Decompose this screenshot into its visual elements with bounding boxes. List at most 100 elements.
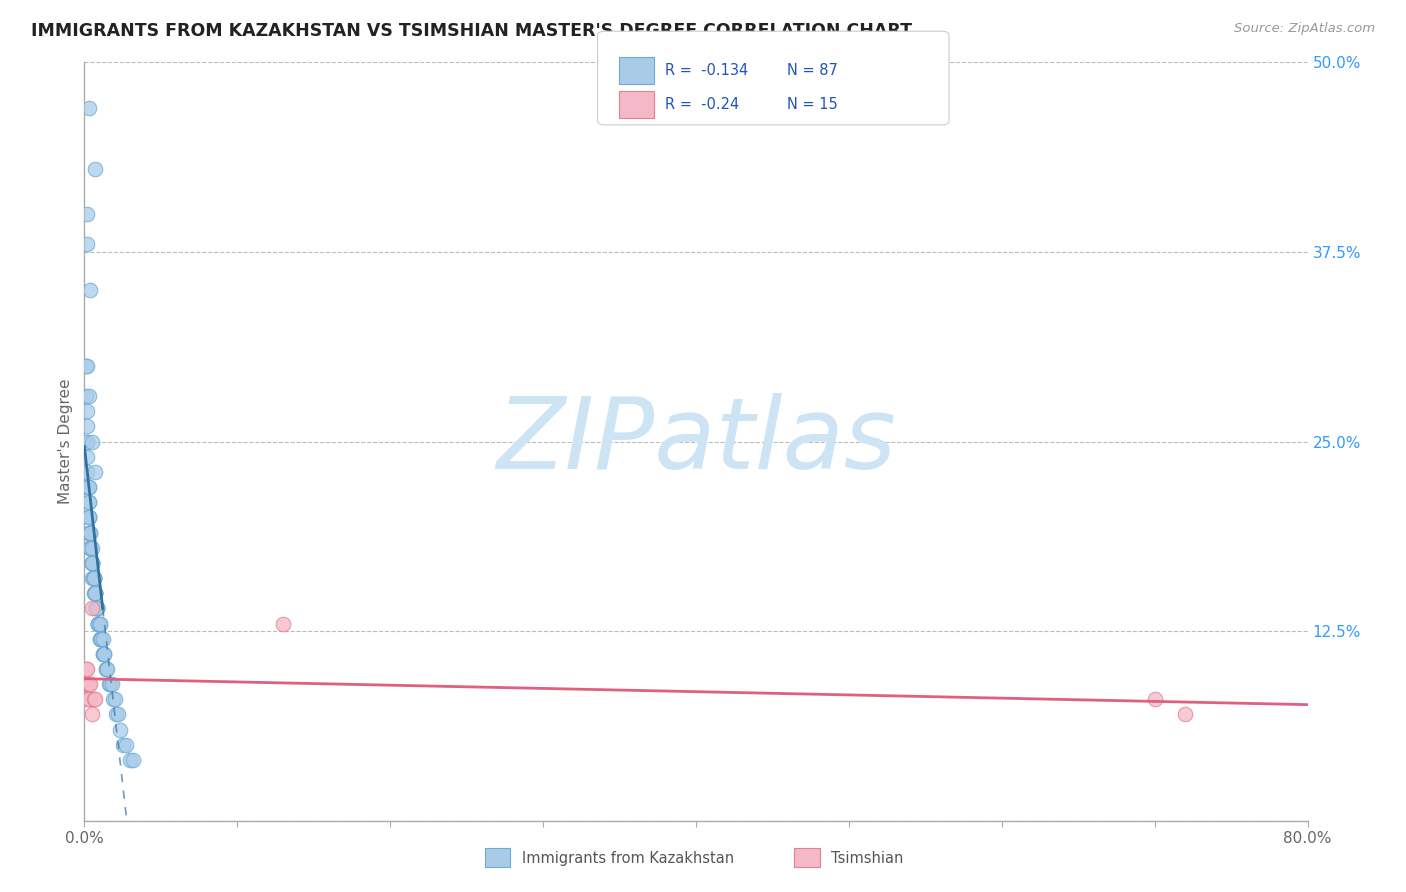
Point — [86, 601, 108, 615]
Point — [83, 571, 105, 585]
Point — [76, 677, 98, 691]
Text: ZIPatlas: ZIPatlas — [496, 393, 896, 490]
Point — [87, 616, 110, 631]
Point — [80, 707, 103, 722]
Point — [84, 586, 107, 600]
Point — [77, 677, 100, 691]
Point — [86, 601, 108, 615]
Point — [86, 601, 108, 615]
Point — [83, 571, 105, 585]
Point — [83, 571, 105, 585]
Point — [77, 510, 100, 524]
Point — [77, 480, 100, 494]
Point — [76, 450, 98, 464]
Point — [80, 571, 103, 585]
Point — [94, 662, 117, 676]
Point — [76, 207, 98, 221]
Point — [75, 389, 97, 403]
Point — [79, 677, 101, 691]
Point — [86, 601, 108, 615]
Point — [80, 601, 103, 615]
Point — [83, 571, 105, 585]
Text: IMMIGRANTS FROM KAZAKHSTAN VS TSIMSHIAN MASTER'S DEGREE CORRELATION CHART: IMMIGRANTS FROM KAZAKHSTAN VS TSIMSHIAN … — [31, 22, 912, 40]
Point — [77, 525, 100, 540]
Point — [89, 632, 111, 646]
Y-axis label: Master's Degree: Master's Degree — [58, 379, 73, 504]
Point — [83, 586, 105, 600]
Point — [79, 541, 101, 555]
Point — [98, 677, 121, 691]
Point — [77, 495, 100, 509]
Point — [89, 616, 111, 631]
Point — [83, 571, 105, 585]
Point — [79, 541, 101, 555]
Point — [97, 677, 120, 691]
Point — [94, 662, 117, 676]
Point — [76, 692, 98, 706]
Point — [76, 419, 98, 434]
Point — [105, 707, 128, 722]
Point — [77, 480, 100, 494]
Point — [80, 556, 103, 570]
Point — [93, 647, 115, 661]
Point — [77, 101, 100, 115]
Point — [103, 692, 125, 706]
Point — [111, 738, 134, 752]
Text: R =  -0.24: R = -0.24 — [665, 96, 740, 112]
Point — [84, 465, 107, 479]
Point — [89, 616, 111, 631]
Point — [79, 525, 101, 540]
Text: N = 15: N = 15 — [787, 96, 838, 112]
Point — [91, 647, 114, 661]
Point — [76, 434, 98, 449]
Point — [79, 525, 101, 540]
Point — [79, 283, 101, 297]
Point — [84, 586, 107, 600]
Point — [122, 753, 145, 767]
Point — [1174, 707, 1197, 722]
Point — [84, 692, 107, 706]
Point — [80, 556, 103, 570]
Point — [75, 359, 97, 373]
Point — [77, 510, 100, 524]
Point — [79, 541, 101, 555]
Point — [80, 556, 103, 570]
Point — [89, 632, 111, 646]
Point — [76, 480, 98, 494]
Point — [76, 662, 98, 676]
Point — [87, 616, 110, 631]
Point — [76, 359, 98, 373]
Point — [76, 237, 98, 252]
Point — [80, 434, 103, 449]
Point — [87, 616, 110, 631]
Text: N = 87: N = 87 — [787, 62, 838, 78]
Point — [80, 556, 103, 570]
Point — [75, 677, 97, 691]
Point — [77, 525, 100, 540]
Point — [83, 692, 105, 706]
Point — [87, 616, 110, 631]
Point — [75, 662, 97, 676]
Point — [101, 677, 124, 691]
Point — [84, 161, 107, 176]
Point — [86, 601, 108, 615]
Text: Source: ZipAtlas.com: Source: ZipAtlas.com — [1234, 22, 1375, 36]
Point — [77, 510, 100, 524]
Point — [91, 647, 114, 661]
Point — [76, 434, 98, 449]
Text: R =  -0.134: R = -0.134 — [665, 62, 748, 78]
Point — [84, 586, 107, 600]
Point — [93, 647, 115, 661]
Point — [77, 495, 100, 509]
Point — [84, 601, 107, 615]
Point — [80, 541, 103, 555]
Point — [1143, 692, 1166, 706]
Point — [96, 662, 118, 676]
Point — [91, 632, 114, 646]
Point — [84, 586, 107, 600]
Point — [77, 389, 100, 403]
Point — [77, 692, 100, 706]
Point — [90, 632, 112, 646]
Point — [79, 541, 101, 555]
Point — [108, 723, 131, 737]
